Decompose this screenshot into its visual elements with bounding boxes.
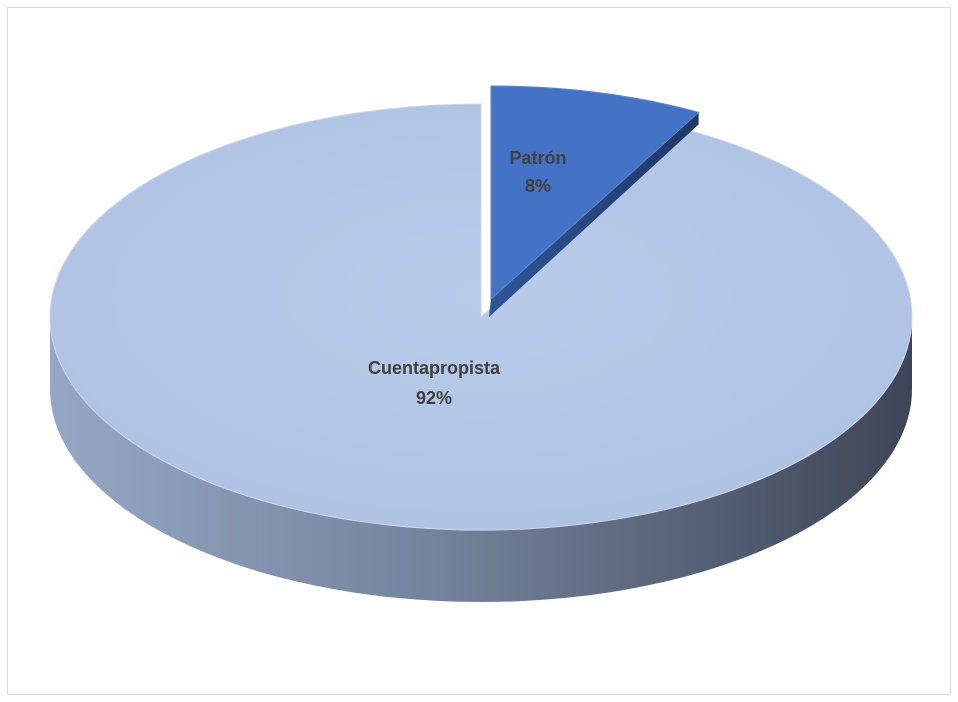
label-cuentapropista-name: Cuentapropista (368, 358, 501, 378)
slice-patron (490, 85, 700, 301)
slice-side-patron (489, 112, 699, 317)
slice-cuentapropista (49, 103, 913, 531)
label-patron-percent: 8% (525, 176, 551, 196)
slice-side-cuentapropista (50, 317, 912, 602)
label-patron-name: Patrón (509, 148, 566, 168)
label-cuentapropista-percent: 92% (416, 388, 452, 408)
